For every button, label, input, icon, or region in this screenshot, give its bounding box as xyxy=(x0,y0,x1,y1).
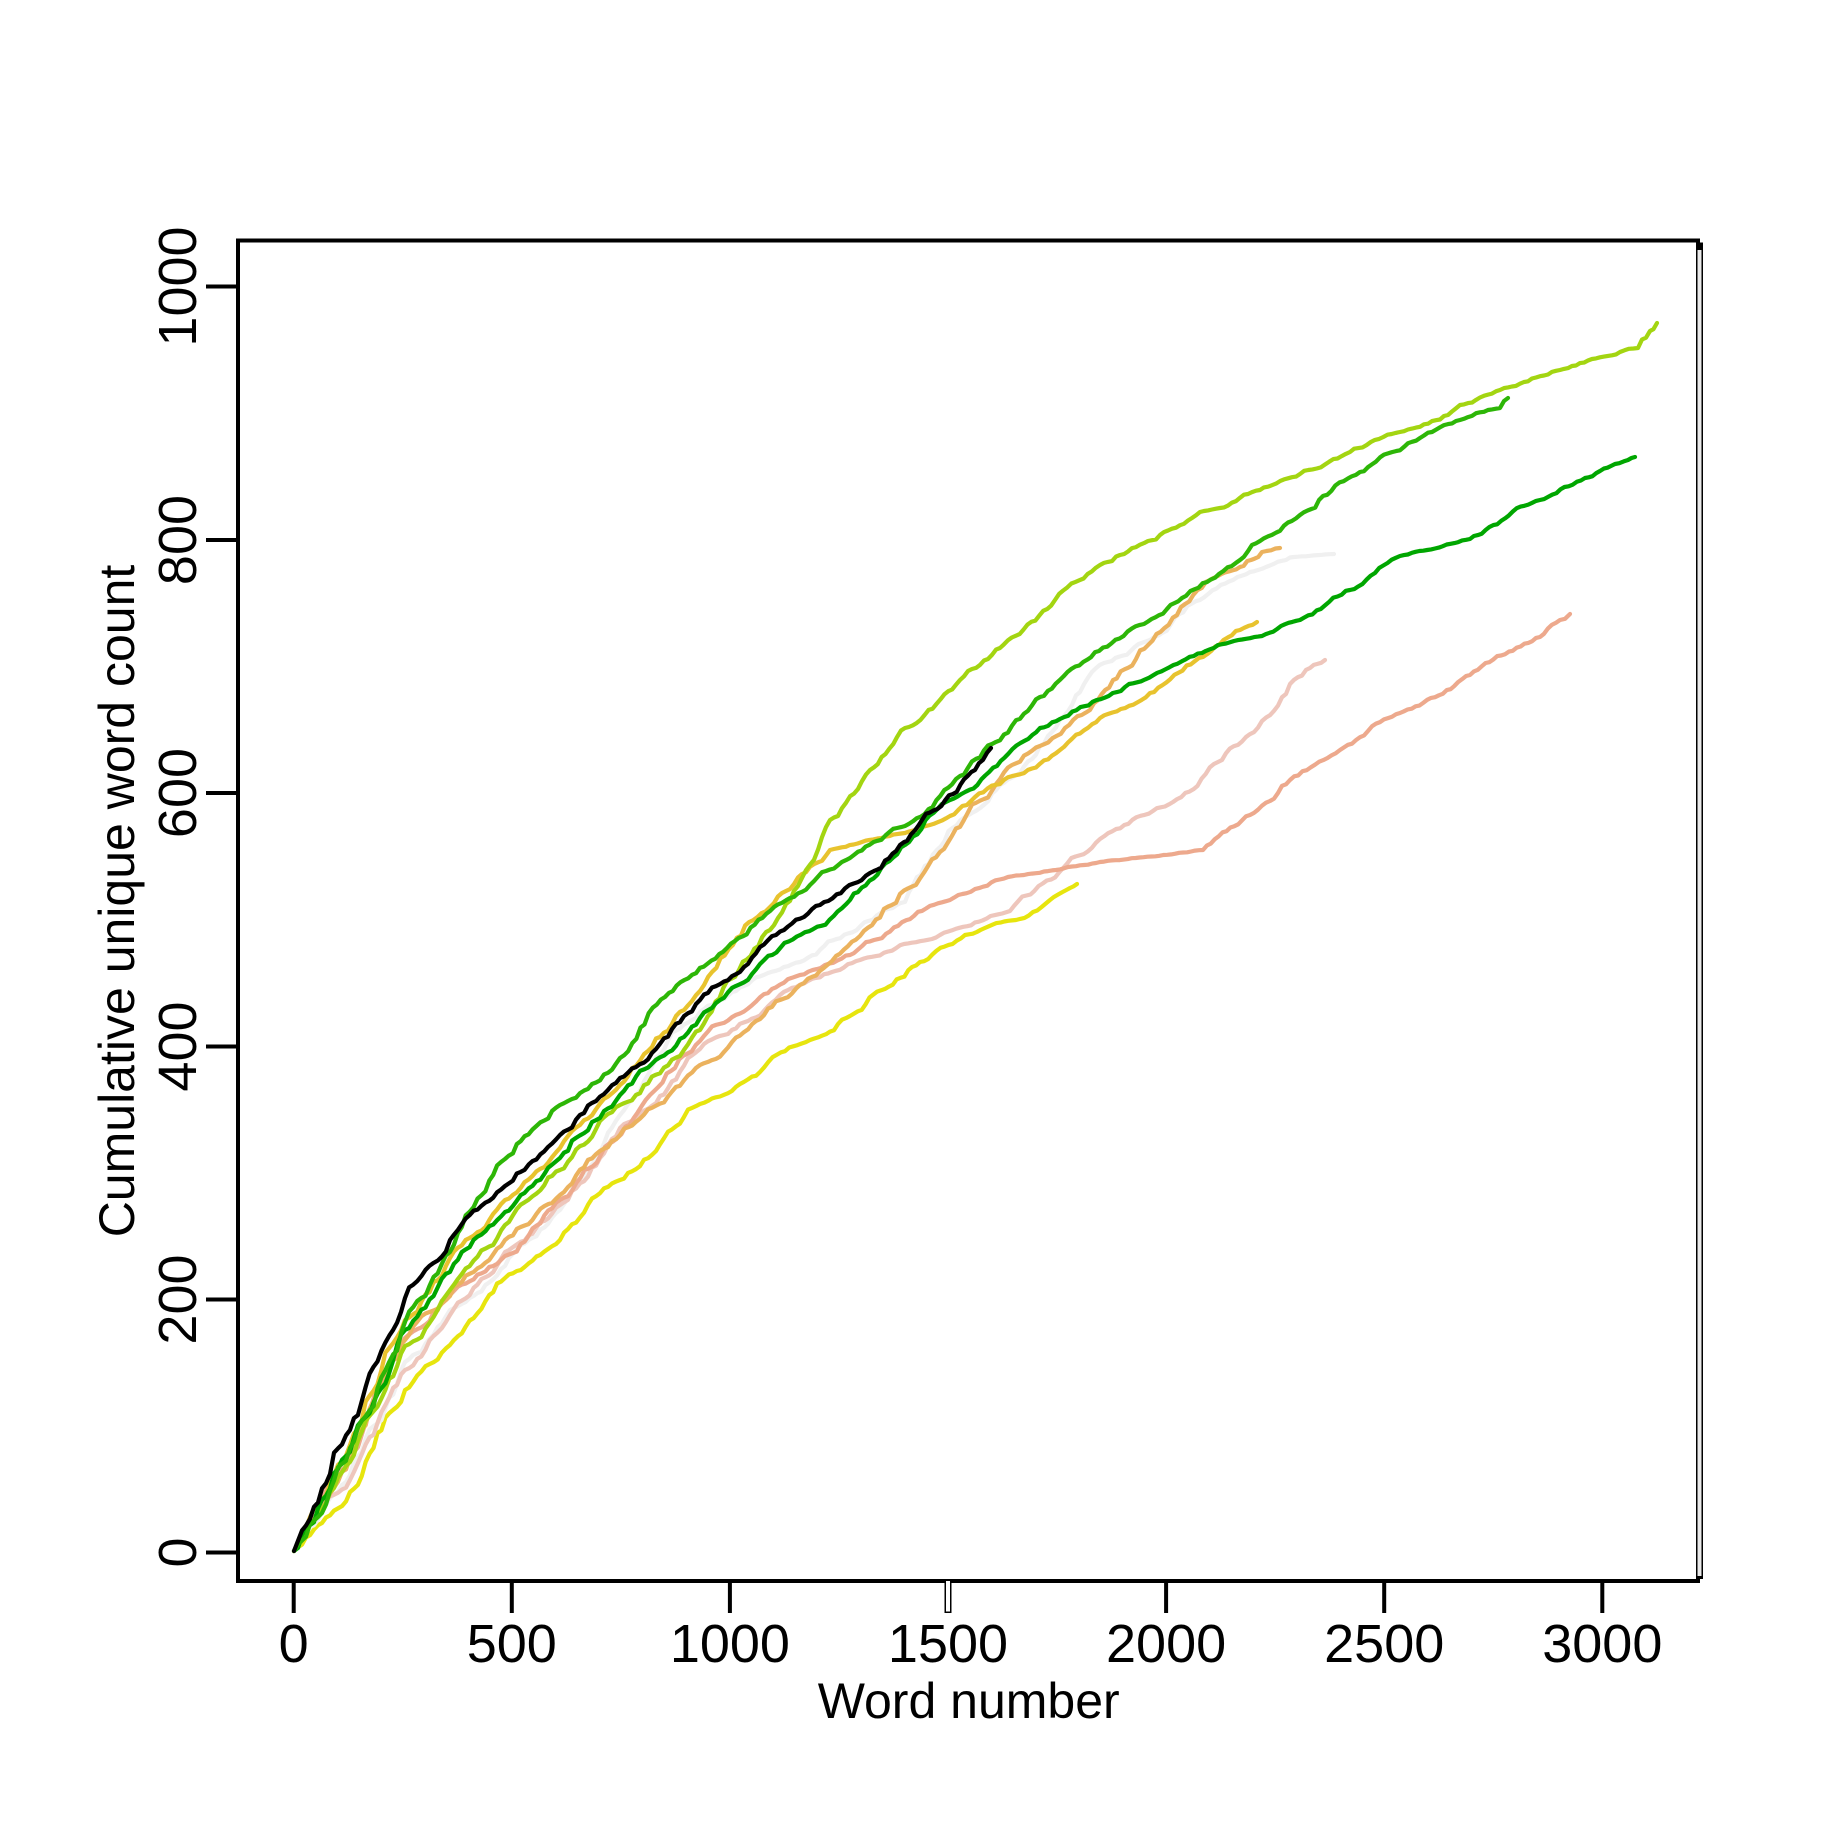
svg-text:600: 600 xyxy=(148,748,208,838)
svg-text:0: 0 xyxy=(148,1537,208,1567)
svg-text:400: 400 xyxy=(148,1001,208,1091)
svg-text:3000: 3000 xyxy=(1542,1614,1662,1674)
svg-text:800: 800 xyxy=(148,495,208,585)
svg-text:1500: 1500 xyxy=(888,1614,1008,1674)
svg-text:200: 200 xyxy=(148,1254,208,1344)
svg-text:2000: 2000 xyxy=(1106,1614,1226,1674)
svg-text:500: 500 xyxy=(467,1614,557,1674)
svg-text:2500: 2500 xyxy=(1324,1614,1444,1674)
svg-text:Cumulative unique word count: Cumulative unique word count xyxy=(89,565,145,1238)
svg-text:Word number: Word number xyxy=(818,1673,1120,1729)
svg-text:1000: 1000 xyxy=(670,1614,790,1674)
svg-text:0: 0 xyxy=(279,1614,309,1674)
svg-text:1000: 1000 xyxy=(148,226,208,346)
